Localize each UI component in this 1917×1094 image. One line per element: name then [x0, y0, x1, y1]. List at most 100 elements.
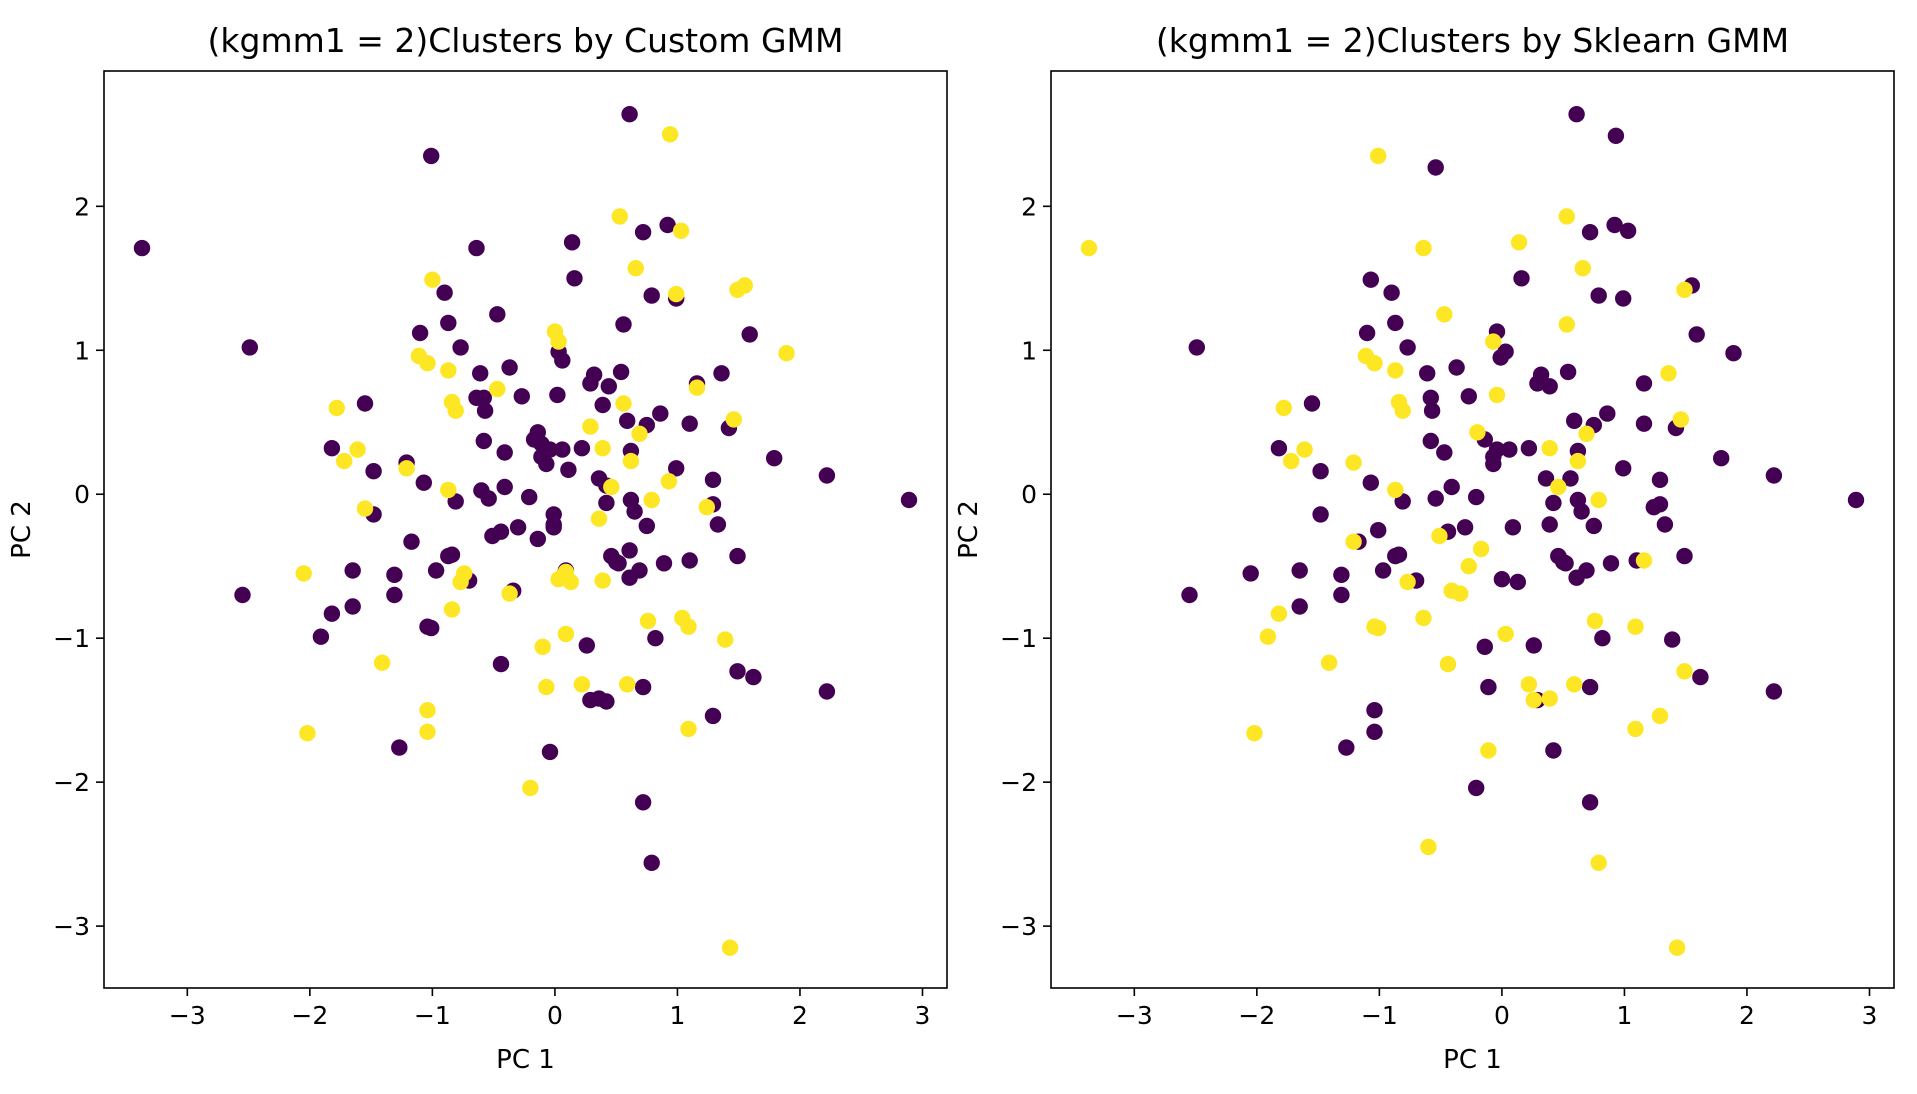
data-point	[1635, 375, 1653, 392]
data-point	[299, 725, 316, 742]
data-point	[1374, 562, 1392, 579]
data-point	[1387, 314, 1404, 332]
data-point	[659, 216, 676, 234]
data-point	[365, 463, 382, 480]
data-point	[1541, 378, 1558, 395]
data-point	[1497, 625, 1514, 643]
data-point	[1456, 519, 1474, 536]
data-point	[566, 270, 583, 287]
data-point	[480, 490, 497, 507]
data-point	[582, 418, 599, 435]
data-point	[513, 388, 530, 405]
data-point	[741, 326, 758, 343]
data-point	[1485, 333, 1502, 350]
data-point	[1303, 395, 1321, 412]
data-point	[1270, 605, 1288, 622]
data-point	[456, 565, 473, 582]
data-point	[1366, 702, 1383, 719]
data-point	[1635, 415, 1653, 432]
data-point	[1469, 424, 1486, 441]
data-point	[398, 460, 415, 477]
data-point	[1504, 519, 1522, 536]
y-tick-label: −2	[1000, 768, 1037, 797]
data-point	[1619, 222, 1637, 239]
data-point	[550, 333, 567, 350]
data-point	[415, 474, 432, 491]
data-point	[1513, 270, 1530, 287]
x-tick-label: 1	[669, 1001, 685, 1030]
data-point	[1358, 324, 1376, 342]
data-point	[818, 467, 836, 484]
data-point	[1520, 676, 1538, 693]
data-point	[729, 547, 746, 565]
data-point	[475, 432, 492, 450]
data-point	[1333, 586, 1350, 604]
data-point	[403, 533, 420, 550]
data-point	[423, 619, 440, 637]
y-axis-label: PC 2	[954, 500, 984, 559]
data-point	[419, 723, 436, 740]
data-point	[598, 494, 615, 512]
data-point	[1242, 565, 1259, 582]
data-point	[1578, 562, 1595, 579]
data-point	[323, 440, 341, 457]
y-axis-label: PC 2	[7, 500, 37, 559]
data-point	[538, 455, 555, 473]
data-point	[611, 208, 628, 225]
data-point	[1651, 707, 1669, 725]
data-point	[1476, 638, 1494, 655]
data-point	[818, 683, 836, 700]
y-tick-label: −1	[1000, 624, 1037, 653]
data-point	[729, 663, 746, 680]
data-point	[1419, 365, 1436, 382]
data-point	[1436, 444, 1453, 461]
data-point	[522, 779, 539, 797]
data-point	[1387, 481, 1404, 499]
plot-title: (kgmm1 = 2)Clusters by Sklearn GMM	[1156, 21, 1789, 60]
data-point	[1480, 742, 1497, 759]
data-point	[328, 399, 345, 417]
data-point	[1275, 399, 1293, 417]
data-point	[1602, 555, 1620, 572]
data-point	[1566, 412, 1583, 429]
data-point	[344, 598, 361, 615]
data-point	[1460, 388, 1478, 405]
data-point	[234, 586, 251, 604]
data-point	[626, 503, 643, 520]
y-tick-label: 2	[74, 192, 90, 221]
data-point	[440, 481, 457, 499]
left-plot-custom-gmm: (kgmm1 = 2)Clusters by Custom GMM PC 1 P…	[7, 21, 948, 1075]
data-point	[1672, 411, 1690, 428]
data-point	[1581, 678, 1599, 696]
data-point	[241, 339, 258, 356]
data-point	[1370, 619, 1387, 637]
x-tick-label: −2	[1238, 1001, 1275, 1030]
data-point	[133, 239, 151, 257]
data-point	[1181, 586, 1198, 604]
data-point	[391, 739, 408, 756]
data-point	[619, 412, 636, 429]
data-point	[560, 461, 577, 478]
x-tick-label: −3	[169, 1001, 206, 1030]
data-point	[549, 386, 566, 404]
x-tick-label: 3	[915, 1001, 931, 1030]
data-point	[634, 678, 652, 696]
data-point	[1660, 365, 1677, 382]
data-point	[1510, 234, 1528, 251]
data-point	[1427, 159, 1444, 176]
data-point	[468, 239, 485, 257]
data-point	[492, 523, 510, 540]
data-point	[476, 402, 494, 419]
data-point	[1615, 460, 1632, 477]
data-point	[1520, 440, 1538, 457]
data-point	[1452, 585, 1469, 602]
data-point	[1688, 326, 1705, 343]
data-point	[1493, 571, 1511, 588]
data-point	[1443, 478, 1460, 496]
data-point	[521, 488, 538, 506]
data-point	[1188, 339, 1206, 356]
data-point	[1590, 854, 1607, 871]
data-point	[356, 395, 374, 412]
y-tick-label: 1	[1021, 336, 1037, 365]
